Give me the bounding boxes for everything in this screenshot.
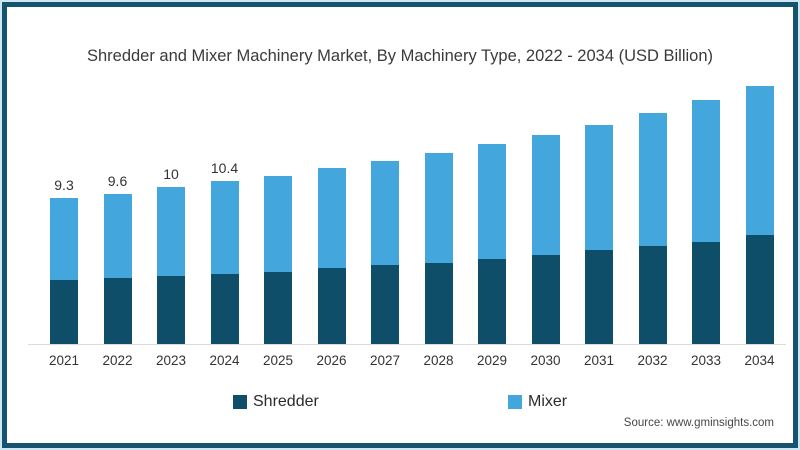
bar-2021-shredder-segment: [50, 280, 78, 345]
bar-2029-mixer-segment: [478, 143, 506, 259]
x-tick-2027: 2027: [369, 353, 401, 368]
bar-2024-mixer-segment: [210, 180, 239, 274]
bar-2033: [692, 99, 720, 345]
bar-2029: [478, 143, 506, 345]
bar-2022-shredder-segment: [103, 277, 132, 345]
bar-2022-mixer-segment: [103, 193, 132, 278]
bar-2031-mixer-segment: [585, 124, 613, 251]
x-tick-2021: 2021: [48, 353, 80, 368]
legend-label-shredder: Shredder: [253, 393, 319, 410]
legend: Shredder Mixer: [0, 393, 800, 413]
x-tick-2026: 2026: [316, 353, 347, 368]
bar-2030-shredder-segment: [531, 255, 560, 345]
x-tick-2024: 2024: [209, 353, 240, 368]
mixer-swatch-icon: [508, 395, 522, 409]
x-tick-2025: 2025: [262, 353, 294, 368]
bar-2031-shredder-segment: [585, 250, 613, 345]
value-label-2021: 9.3: [54, 177, 74, 194]
value-label-2024: 10.4: [210, 159, 239, 176]
x-tick-2028: 2028: [423, 353, 454, 368]
legend-item-mixer: Mixer: [508, 393, 567, 411]
bar-2024-shredder-segment: [210, 274, 239, 345]
bar-2023-shredder-segment: [157, 276, 185, 345]
x-tick-2030: 2030: [530, 353, 561, 368]
bar-2028: [424, 153, 453, 345]
value-label-2022: 9.6: [107, 172, 128, 189]
bar-2021: [50, 198, 78, 345]
bar-2027: [371, 161, 399, 345]
bar-2028-shredder-segment: [424, 262, 453, 345]
x-tick-2032: 2032: [637, 353, 668, 368]
bar-2027-shredder-segment: [371, 264, 399, 345]
x-tick-2031: 2031: [583, 353, 615, 368]
bar-2024: [210, 180, 239, 345]
bar-2028-mixer-segment: [424, 153, 453, 263]
x-tick-2034: 2034: [744, 353, 775, 368]
bar-2030-mixer-segment: [531, 135, 560, 256]
source-attribution: Source: www.gminsights.com: [623, 417, 774, 429]
legend-item-shredder: Shredder: [233, 393, 319, 411]
bar-2034-shredder-segment: [745, 235, 774, 345]
bar-2026-mixer-segment: [317, 168, 346, 269]
bar-2032: [638, 113, 667, 345]
bar-2025-mixer-segment: [264, 176, 292, 273]
bar-2033-mixer-segment: [692, 99, 720, 242]
x-tick-2022: 2022: [102, 353, 133, 368]
x-tick-2033: 2033: [690, 353, 722, 368]
bar-2026-shredder-segment: [317, 268, 346, 345]
chart-title: Shredder and Mixer Machinery Market, By …: [86, 47, 714, 65]
x-tick-2023: 2023: [155, 353, 187, 368]
bar-2032-shredder-segment: [638, 246, 667, 345]
bar-2034: [745, 86, 774, 345]
bar-2025: [264, 176, 292, 345]
x-tick-2029: 2029: [476, 353, 508, 368]
bar-2027-mixer-segment: [371, 161, 399, 265]
bar-2033-shredder-segment: [692, 241, 720, 345]
bar-2022: [103, 193, 132, 345]
x-axis-line: [28, 344, 786, 345]
bar-2034-mixer-segment: [745, 86, 774, 236]
legend-label-mixer: Mixer: [528, 393, 568, 410]
bar-2029-shredder-segment: [478, 259, 506, 345]
bar-2030: [531, 135, 560, 345]
bar-2025-shredder-segment: [264, 272, 292, 345]
value-label-2023: 10: [163, 166, 179, 183]
bar-2031: [585, 124, 613, 345]
bar-2023: [157, 187, 185, 345]
plot-area: [0, 80, 800, 345]
bar-2026: [317, 168, 346, 345]
bar-2023-mixer-segment: [157, 187, 185, 277]
bar-2032-mixer-segment: [638, 113, 667, 247]
shredder-swatch-icon: [233, 395, 247, 409]
bar-2021-mixer-segment: [50, 198, 78, 281]
